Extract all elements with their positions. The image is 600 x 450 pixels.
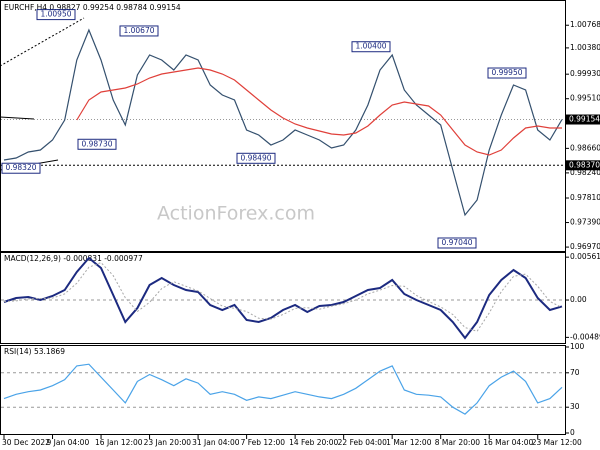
y-tick-label: 70 [570, 368, 580, 377]
macd-panel [0, 252, 566, 344]
y-tick-label: 0.97390 [570, 218, 600, 227]
channel-line [0, 116, 35, 120]
y-tick-label: 100 [570, 342, 585, 351]
y-tick-label: 0 [570, 428, 575, 437]
price-label: 0.99154 [569, 115, 600, 124]
y-tick-label: 0.98660 [570, 143, 600, 152]
annotation-box [351, 41, 391, 53]
annotation-label: 0.99950 [491, 68, 522, 77]
annotation-label: 0.98730 [81, 139, 112, 148]
annotation-label: 0.98320 [5, 163, 36, 172]
price-panel [0, 0, 566, 252]
watermark: ActionForex.com [157, 203, 315, 225]
x-tick-label: 23 Mar 12:00 [532, 438, 582, 447]
series-line [3, 28, 563, 217]
annotation-box [1, 162, 41, 174]
x-tick-label: 16 Mar 04:00 [483, 438, 533, 447]
y-tick-label: 0.99510 [570, 94, 600, 103]
series-line [3, 256, 563, 340]
annotation-box [487, 67, 527, 79]
x-tick-label: 7 Feb 12:00 [241, 438, 286, 447]
annotation-box [36, 9, 76, 21]
x-tick-label: 14 Feb 20:00 [289, 438, 338, 447]
annotation-box [437, 237, 477, 249]
y-tick-label: -0.004892 [570, 332, 600, 341]
annotation-label: 1.00400 [355, 42, 386, 51]
price-tag [566, 114, 600, 125]
trend-line [0, 17, 85, 67]
level-tag [566, 160, 600, 171]
y-tick-label: 0.99930 [570, 69, 600, 78]
price-title: EURCHF,H4 0.98827 0.99254 0.98784 0.9915… [4, 3, 181, 12]
series-line [76, 67, 562, 156]
x-tick-label: 22 Feb 04:00 [338, 438, 387, 447]
rsi-panel [0, 345, 566, 435]
annotation-label: 1.00670 [123, 26, 154, 35]
y-tick-label: 0.97810 [570, 193, 600, 202]
y-tick-label: 30 [570, 402, 580, 411]
y-tick-label: 0.98240 [570, 168, 600, 177]
macd-title: MACD(12,26,9) -0.000831 -0.000977 [4, 254, 143, 263]
y-tick-label: 0.00 [570, 295, 587, 304]
annotation-box [119, 25, 159, 37]
y-tick-label: 1.00768 [570, 20, 600, 29]
x-tick-label: 16 Jan 12:00 [95, 438, 143, 447]
x-tick-label: 1 Mar 12:00 [386, 438, 432, 447]
annotation-label: 0.97040 [441, 238, 472, 247]
y-tick-label: 0.96970 [570, 242, 600, 251]
rsi-title: RSI(14) 53.1869 [4, 347, 65, 356]
annotation-label: 1.00950 [40, 10, 71, 19]
series-line [3, 363, 563, 415]
y-tick-label: 0.005615 [570, 252, 600, 261]
x-tick-label: 8 Mar 20:00 [435, 438, 481, 447]
x-tick-label: 30 Dec 2022 [2, 438, 50, 447]
y-tick-label: 1.00380 [570, 43, 600, 52]
annotation-label: 0.98490 [240, 153, 271, 162]
annotation-box [236, 152, 276, 164]
annotation-box [77, 138, 117, 150]
x-tick-label: 31 Jan 04:00 [192, 438, 240, 447]
x-tick-label: 9 Jan 04:00 [47, 438, 90, 447]
level-label: 0.98370 [569, 160, 600, 169]
x-tick-label: 23 Jan 20:00 [144, 438, 192, 447]
